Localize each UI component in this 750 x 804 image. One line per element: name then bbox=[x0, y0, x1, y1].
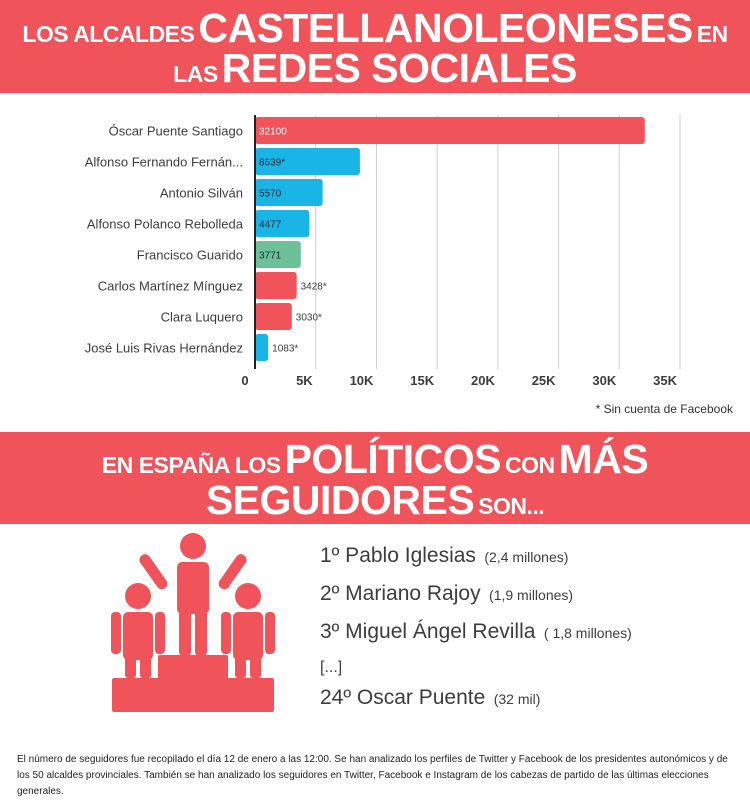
category-label: Óscar Puente Santiago bbox=[109, 124, 243, 139]
category-label: José Luis Rivas Hernández bbox=[85, 341, 243, 356]
methodology-note: El número de seguidores fue recopilado e… bbox=[17, 754, 728, 797]
bar bbox=[255, 179, 323, 206]
ranking-name: 1º Pablo Iglesias bbox=[320, 544, 476, 567]
bar bbox=[255, 272, 297, 299]
bar bbox=[255, 241, 301, 268]
ranking-followers: ( 1,8 millones) bbox=[543, 625, 632, 641]
ranking-name: 3º Miguel Ángel Revilla bbox=[320, 620, 536, 643]
header-large-text: redes sociales bbox=[221, 45, 578, 91]
ranking-followers: (1,9 millones) bbox=[489, 587, 574, 603]
bar bbox=[255, 148, 360, 175]
header-banner: Los alcaldes castellanoleoneses en las r… bbox=[0, 0, 750, 93]
x-tick-label: 10K bbox=[350, 373, 374, 388]
x-tick-label: 30K bbox=[592, 373, 616, 388]
ranking-name: 24º Oscar Puente bbox=[320, 686, 486, 709]
bar bbox=[255, 210, 310, 237]
section-line-2: seguidores son... bbox=[0, 479, 750, 531]
chart-footnote: * Sin cuenta de Facebook bbox=[595, 402, 733, 416]
value-label: 1083* bbox=[272, 344, 298, 355]
category-label: Alfonso Fernando Fernán... bbox=[85, 155, 243, 170]
category-label: Carlos Martínez Mínguez bbox=[98, 279, 243, 294]
ranking-ellipsis: [...] bbox=[320, 659, 343, 676]
ranking-followers: (32 mil) bbox=[493, 691, 541, 707]
section-large-text: políticos bbox=[284, 436, 502, 482]
bar bbox=[255, 334, 269, 361]
header-line-2: las redes sociales bbox=[0, 46, 750, 100]
header-small-text: en bbox=[696, 21, 728, 47]
header-small-text: Los alcaldes bbox=[22, 21, 195, 47]
category-label: Clara Luquero bbox=[161, 310, 243, 325]
bar bbox=[255, 117, 645, 144]
value-label: 3428* bbox=[301, 282, 327, 293]
x-tick-label: 35K bbox=[653, 373, 677, 388]
followers-bar-chart: Óscar Puente Santiago 32100 Alfonso Fernan… bbox=[85, 115, 681, 388]
x-tick-label: 15K bbox=[410, 373, 434, 388]
ranking-item: 2º Mariano Rajoy (1,9 millones) bbox=[320, 578, 740, 616]
section-small-text: En España los bbox=[101, 452, 281, 478]
value-label: 32100 bbox=[259, 127, 287, 138]
ranking-list: 1º Pablo Iglesias (2,4 millones) 2º Mari… bbox=[320, 540, 740, 720]
header-large-text: castellanoleoneses bbox=[198, 5, 693, 51]
header-small-text: las bbox=[173, 61, 218, 87]
value-label: 3771 bbox=[259, 251, 282, 262]
section-line-1: En España los políticos con más bbox=[0, 438, 750, 490]
value-label: 3030* bbox=[296, 313, 322, 324]
section-large-text: seguidores bbox=[205, 477, 475, 523]
header-line-1: Los alcaldes castellanoleoneses en bbox=[0, 6, 750, 60]
ranking-name: 2º Mariano Rajoy bbox=[320, 582, 481, 605]
section-small-text: son... bbox=[478, 493, 545, 519]
value-label: 5570 bbox=[259, 189, 282, 200]
ranking-item: 24º Oscar Puente (32 mil) bbox=[320, 682, 740, 720]
section-banner: En España los políticos con más seguidor… bbox=[0, 432, 750, 524]
x-tick-label: 0 bbox=[241, 373, 248, 388]
x-tick-label: 20K bbox=[471, 373, 495, 388]
ranking-followers: (2,4 millones) bbox=[484, 549, 569, 565]
ranking-item: 3º Miguel Ángel Revilla ( 1,8 millones) bbox=[320, 616, 740, 654]
category-label: Antonio Silván bbox=[160, 186, 243, 201]
category-label: Alfonso Polanco Rebolleda bbox=[87, 217, 244, 232]
x-tick-label: 25K bbox=[532, 373, 556, 388]
bar bbox=[255, 303, 292, 330]
x-tick-label: 5K bbox=[296, 373, 313, 388]
category-label: Francisco Guarido bbox=[137, 248, 243, 263]
value-label: 4477 bbox=[259, 220, 282, 231]
podium-icon bbox=[108, 530, 278, 715]
ranking-item: 1º Pablo Iglesias (2,4 millones) bbox=[320, 540, 740, 578]
section-small-text: con bbox=[505, 452, 555, 478]
value-label: 8639* bbox=[259, 158, 285, 169]
section-large-text: más bbox=[558, 436, 649, 482]
